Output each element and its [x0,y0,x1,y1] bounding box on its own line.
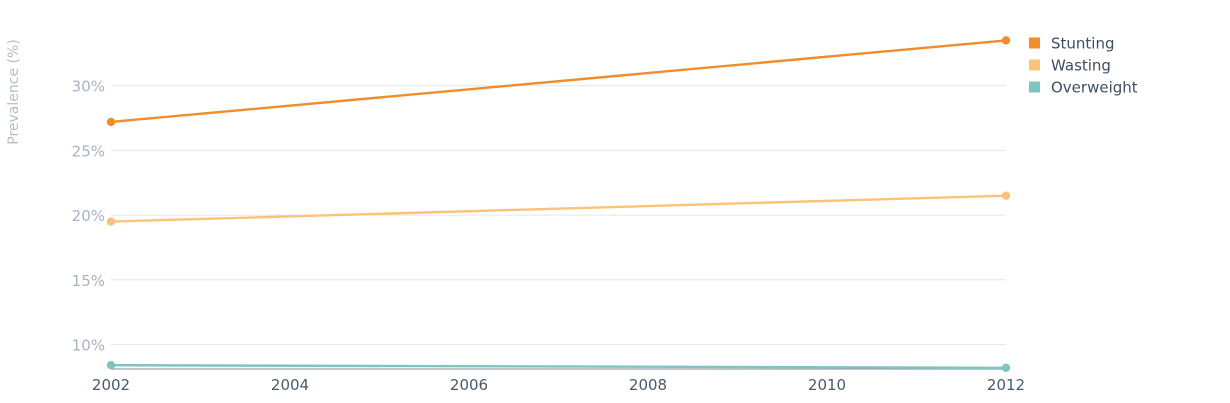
series-line-wasting [109,194,1008,223]
legend-swatch-stunting [1029,37,1040,49]
x-tick-label: 2012 [987,376,1025,394]
x-axis-ticks: 2002 2004 2006 2008 2010 2012 [92,376,1025,394]
legend-label-overweight: Overweight [1051,79,1138,97]
y-tick-label: 30% [72,78,105,96]
data-point-wasting[interactable] [1001,191,1011,200]
y-tick-label: 10% [72,337,105,355]
y-axis-ticks: 10% 15% 20% 25% 30% [72,78,105,355]
y-tick-label: 20% [72,207,105,225]
data-point-overweight[interactable] [106,361,116,370]
legend-label-wasting: Wasting [1051,57,1111,75]
x-tick-label: 2004 [271,376,309,394]
data-point-wasting[interactable] [106,217,116,226]
x-tick-label: 2008 [629,376,667,394]
gridlines [111,85,1006,345]
data-point-stunting[interactable] [1001,36,1011,45]
legend-label-stunting: Stunting [1051,35,1115,53]
x-tick-label: 2002 [92,376,130,394]
y-tick-label: 15% [72,272,105,290]
x-tick-label: 2010 [808,376,846,394]
series-lines [106,36,1011,372]
series-line-overweight [109,364,1008,369]
data-point-overweight[interactable] [1001,363,1011,372]
legend: Stunting Wasting Overweight [1029,35,1138,97]
x-tick-label: 2006 [450,376,488,394]
series-line-stunting [109,39,1008,124]
data-point-stunting[interactable] [106,117,116,127]
legend-swatch-wasting [1029,59,1040,71]
y-tick-label: 25% [72,142,105,160]
legend-swatch-overweight [1029,81,1040,93]
y-axis-title: Prevalence (%) [6,39,22,145]
